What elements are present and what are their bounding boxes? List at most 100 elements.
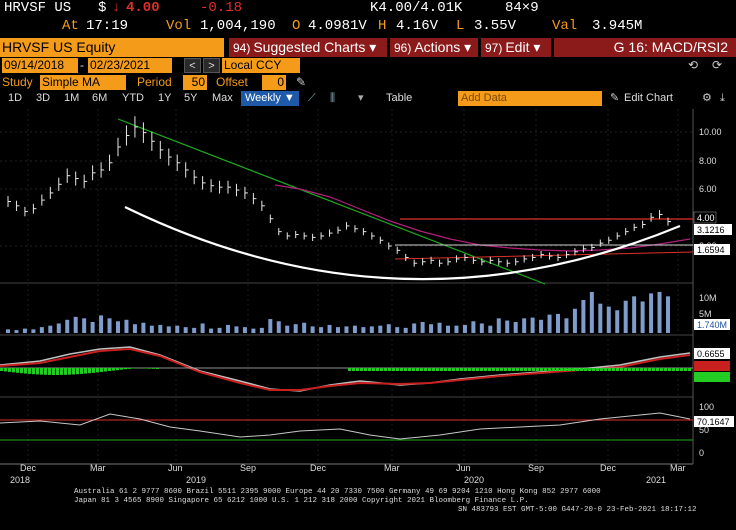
period-max[interactable]: Max xyxy=(212,92,233,104)
volume-label: Vol xyxy=(166,18,192,34)
volume-bar xyxy=(285,325,290,333)
macd-hist-bar xyxy=(4,368,7,372)
macd-hist-bar xyxy=(612,368,615,371)
currency-select[interactable]: Local CCY xyxy=(222,58,300,73)
volume-bar xyxy=(124,319,129,333)
macd-hist-bar xyxy=(592,368,595,371)
add-data-input[interactable]: Add Data xyxy=(458,91,602,106)
back-icon[interactable]: ⟲ xyxy=(688,58,699,72)
security-field[interactable]: HRVSF US Equity xyxy=(0,38,224,57)
macd-tag-label: 0.6655 xyxy=(697,349,725,359)
rsi-tag xyxy=(694,416,734,427)
study-type-select[interactable]: Simple MA xyxy=(40,75,126,90)
period-6m[interactable]: 6M xyxy=(92,92,108,104)
chart-type-dropdown-icon[interactable]: ▾ xyxy=(358,92,364,104)
macd-hist-bar xyxy=(548,368,551,371)
frequency-select[interactable]: Weekly ▼ xyxy=(241,91,299,106)
macd-hist-bar xyxy=(384,368,387,371)
offset-input[interactable]: 0 xyxy=(262,75,286,90)
macd-hist-bar xyxy=(636,368,639,371)
period-1y[interactable]: 1Y xyxy=(158,92,172,104)
macd-hist-bar xyxy=(44,368,47,375)
period-1d[interactable]: 1D xyxy=(8,92,23,104)
volume-tag-label: 1.740M xyxy=(697,320,727,330)
suggested-charts-button[interactable]: 94) Suggested Charts ▾ xyxy=(229,38,387,57)
last-price-tag xyxy=(693,211,717,224)
volume-bar xyxy=(547,314,552,333)
period-input[interactable]: 50 xyxy=(183,75,207,90)
macd-hist-bar xyxy=(148,368,151,369)
chart-area[interactable]: 10.00 8.00 6.00 2.00 10M 5M 100 50 0 4.0… xyxy=(0,109,736,487)
volume-bar xyxy=(259,327,264,333)
macd-hist-bar xyxy=(444,368,447,371)
cup-pattern-curve xyxy=(124,206,681,281)
low-line xyxy=(394,251,694,260)
volume-bar xyxy=(632,296,637,333)
period-5y[interactable]: 5Y xyxy=(184,92,198,104)
start-date-input[interactable]: 09/14/2018 xyxy=(2,58,78,73)
settings-icon[interactable]: ⚙ xyxy=(702,92,712,104)
x-tick-label: Jun xyxy=(168,463,183,473)
volume-bar xyxy=(149,325,154,333)
macd-hist-bar xyxy=(484,368,487,371)
currency: $ xyxy=(98,0,107,16)
macd-hist-bar xyxy=(544,368,547,371)
download-icon[interactable]: ⤓ xyxy=(720,92,725,104)
macd-hist-bar xyxy=(648,368,651,371)
macd-hist-bar xyxy=(604,368,607,371)
macd-hist-bar xyxy=(588,368,591,371)
macd-hist-bar xyxy=(112,368,115,371)
forward-icon[interactable]: ⟳ xyxy=(712,58,723,72)
period-1m[interactable]: 1M xyxy=(64,92,80,104)
volume-bar xyxy=(31,329,36,333)
open-value: 4.0981V xyxy=(308,18,367,34)
volume-bar xyxy=(437,322,442,333)
last-price: 4.00 xyxy=(126,0,160,16)
end-date-input[interactable]: 02/23/2021 xyxy=(88,58,172,73)
volume-bar xyxy=(6,329,10,333)
edit-button[interactable]: 97) Edit ▾ xyxy=(481,38,551,57)
table-button[interactable]: Table xyxy=(386,92,413,104)
price-axis: 10.00 8.00 6.00 2.00 10M 5M 100 50 0 xyxy=(699,127,722,458)
volume-bar xyxy=(226,324,230,333)
period-label: Period xyxy=(137,75,172,89)
macd-hist-bar xyxy=(472,368,475,371)
macd-hist-bar xyxy=(108,368,111,372)
x-tick-label: Jun xyxy=(456,463,471,473)
low-value: 3.55V xyxy=(474,18,517,34)
macd-hist-bar xyxy=(372,368,375,371)
macd-hist-bar xyxy=(568,368,571,371)
quote-row: At 17:19 Vol 1,004,190 O 4.0981V H 4.16V… xyxy=(0,18,736,36)
volume-bar xyxy=(420,322,425,333)
suggested-charts-label: Suggested Charts ▾ xyxy=(253,39,377,55)
volume-bar xyxy=(666,296,670,333)
edit-num: 97) xyxy=(485,41,503,55)
macd-hist-bar xyxy=(480,368,483,371)
macd-hist-bar xyxy=(360,368,363,371)
axis-tick-label: 100 xyxy=(699,402,714,412)
prev-period-button[interactable]: < xyxy=(184,58,201,73)
period-3d[interactable]: 3D xyxy=(36,92,51,104)
line-style-icon[interactable]: ⟋ xyxy=(308,92,316,104)
macd-hist-bar xyxy=(416,368,419,371)
volume-bar xyxy=(251,328,256,333)
volume-bar xyxy=(200,323,205,333)
last-price-tag-label: 4.00 xyxy=(697,213,715,223)
bar-style-icon[interactable]: ⫼ xyxy=(330,92,336,104)
edit-chart-button[interactable]: Edit Chart xyxy=(624,92,673,104)
ticker-symbol[interactable]: HRVSF US xyxy=(4,0,72,16)
pencil-icon[interactable]: ✎ xyxy=(296,75,307,89)
volume-bar xyxy=(234,326,239,333)
x-tick-label: Mar xyxy=(384,463,400,473)
macd-hist-bar xyxy=(540,368,543,371)
actions-button[interactable]: 96) Actions ▾ xyxy=(390,38,478,57)
macd-hist-bar xyxy=(60,368,63,375)
chart-name[interactable]: G 16: MACD/RSI2 xyxy=(554,38,736,57)
low-tag xyxy=(694,244,730,255)
pencil-icon[interactable]: ✎ xyxy=(610,92,620,104)
macd-signal-tag xyxy=(694,361,730,371)
volume-bar xyxy=(581,300,586,333)
volume-bar xyxy=(572,308,577,333)
period-ytd[interactable]: YTD xyxy=(122,92,144,104)
next-period-button[interactable]: > xyxy=(203,58,220,73)
